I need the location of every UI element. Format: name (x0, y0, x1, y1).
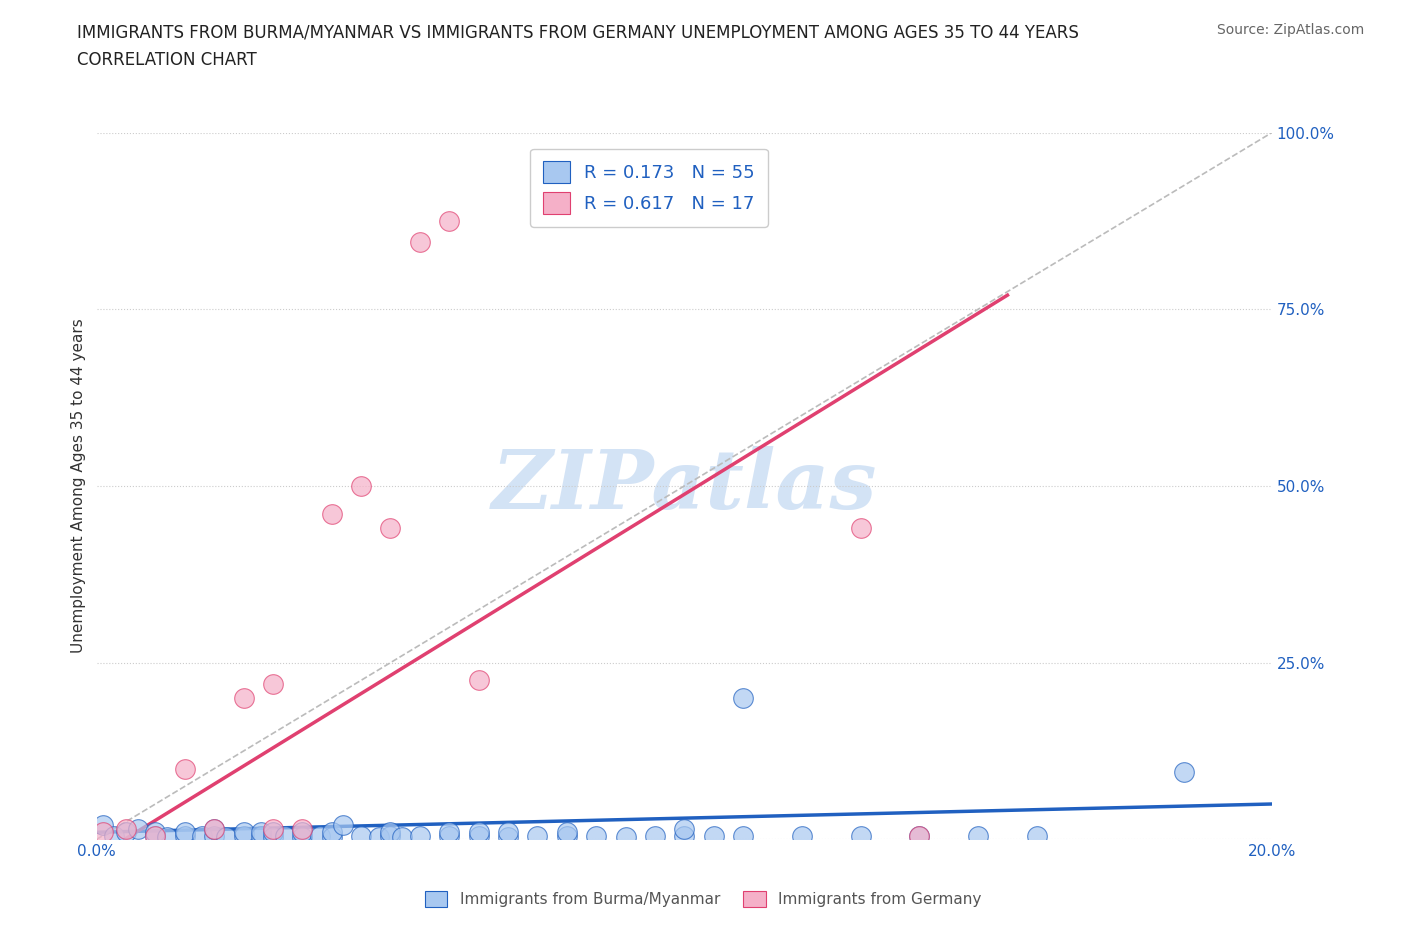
Point (555, 825, 578, 840)
Point (127, 821, 149, 836)
Point (849, 521, 872, 536)
Point (1025, 829, 1047, 844)
Point (380, 521, 402, 536)
Point (115, 825, 138, 840)
Point (367, 830, 389, 844)
Point (91, 825, 114, 840)
Point (555, 829, 578, 844)
Point (673, 829, 696, 844)
Text: IMMIGRANTS FROM BURMA/MYANMAR VS IMMIGRANTS FROM GERMANY UNEMPLOYMENT AMONG AGES: IMMIGRANTS FROM BURMA/MYANMAR VS IMMIGRA… (77, 23, 1080, 41)
Point (790, 829, 813, 844)
Point (202, 821, 225, 836)
Text: ZIPatlas: ZIPatlas (492, 446, 877, 526)
Point (703, 829, 725, 844)
Point (526, 829, 548, 844)
Point (585, 829, 607, 844)
Point (232, 825, 254, 840)
Point (321, 825, 343, 840)
Point (250, 829, 273, 844)
Point (967, 829, 990, 844)
Point (202, 829, 225, 844)
Point (309, 829, 332, 844)
Point (644, 829, 666, 844)
Legend: Immigrants from Burma/Myanmar, Immigrants from Germany: Immigrants from Burma/Myanmar, Immigrant… (419, 884, 987, 913)
Point (439, 214, 461, 229)
Point (439, 825, 461, 840)
Point (145, 829, 167, 844)
Point (191, 829, 214, 844)
Point (103, 829, 125, 844)
Point (332, 817, 354, 832)
Point (262, 821, 284, 836)
Point (273, 829, 295, 844)
Point (173, 825, 195, 840)
Point (173, 829, 195, 844)
Point (731, 691, 754, 706)
Point (439, 829, 461, 844)
Point (156, 830, 179, 844)
Point (467, 673, 489, 688)
Point (849, 829, 872, 844)
Point (1173, 764, 1195, 779)
Point (350, 479, 373, 494)
Point (202, 821, 225, 836)
Legend: R = 0.173   N = 55, R = 0.617   N = 17: R = 0.173 N = 55, R = 0.617 N = 17 (530, 149, 768, 227)
Point (350, 829, 373, 844)
Point (173, 762, 195, 777)
Point (250, 825, 273, 840)
Point (467, 829, 489, 844)
Point (673, 821, 696, 836)
Point (232, 829, 254, 844)
Point (496, 825, 519, 840)
Point (391, 830, 413, 844)
Point (262, 825, 284, 840)
Point (409, 234, 432, 249)
Point (215, 830, 238, 844)
Point (614, 830, 637, 844)
Point (291, 825, 314, 840)
Point (291, 821, 314, 836)
Point (91, 817, 114, 832)
Text: Source: ZipAtlas.com: Source: ZipAtlas.com (1216, 23, 1364, 37)
Point (321, 830, 343, 844)
Point (409, 829, 432, 844)
Point (908, 829, 931, 844)
Point (291, 830, 314, 844)
Point (145, 825, 167, 840)
Point (380, 829, 402, 844)
Point (380, 825, 402, 840)
Point (321, 507, 343, 522)
Point (731, 829, 754, 844)
Point (115, 821, 138, 836)
Point (496, 830, 519, 844)
Point (908, 829, 931, 844)
Point (262, 830, 284, 844)
Text: CORRELATION CHART: CORRELATION CHART (77, 51, 257, 69)
Point (262, 676, 284, 691)
Point (145, 829, 167, 844)
Point (232, 691, 254, 706)
Point (467, 825, 489, 840)
Y-axis label: Unemployment Among Ages 35 to 44 years: Unemployment Among Ages 35 to 44 years (72, 319, 86, 654)
